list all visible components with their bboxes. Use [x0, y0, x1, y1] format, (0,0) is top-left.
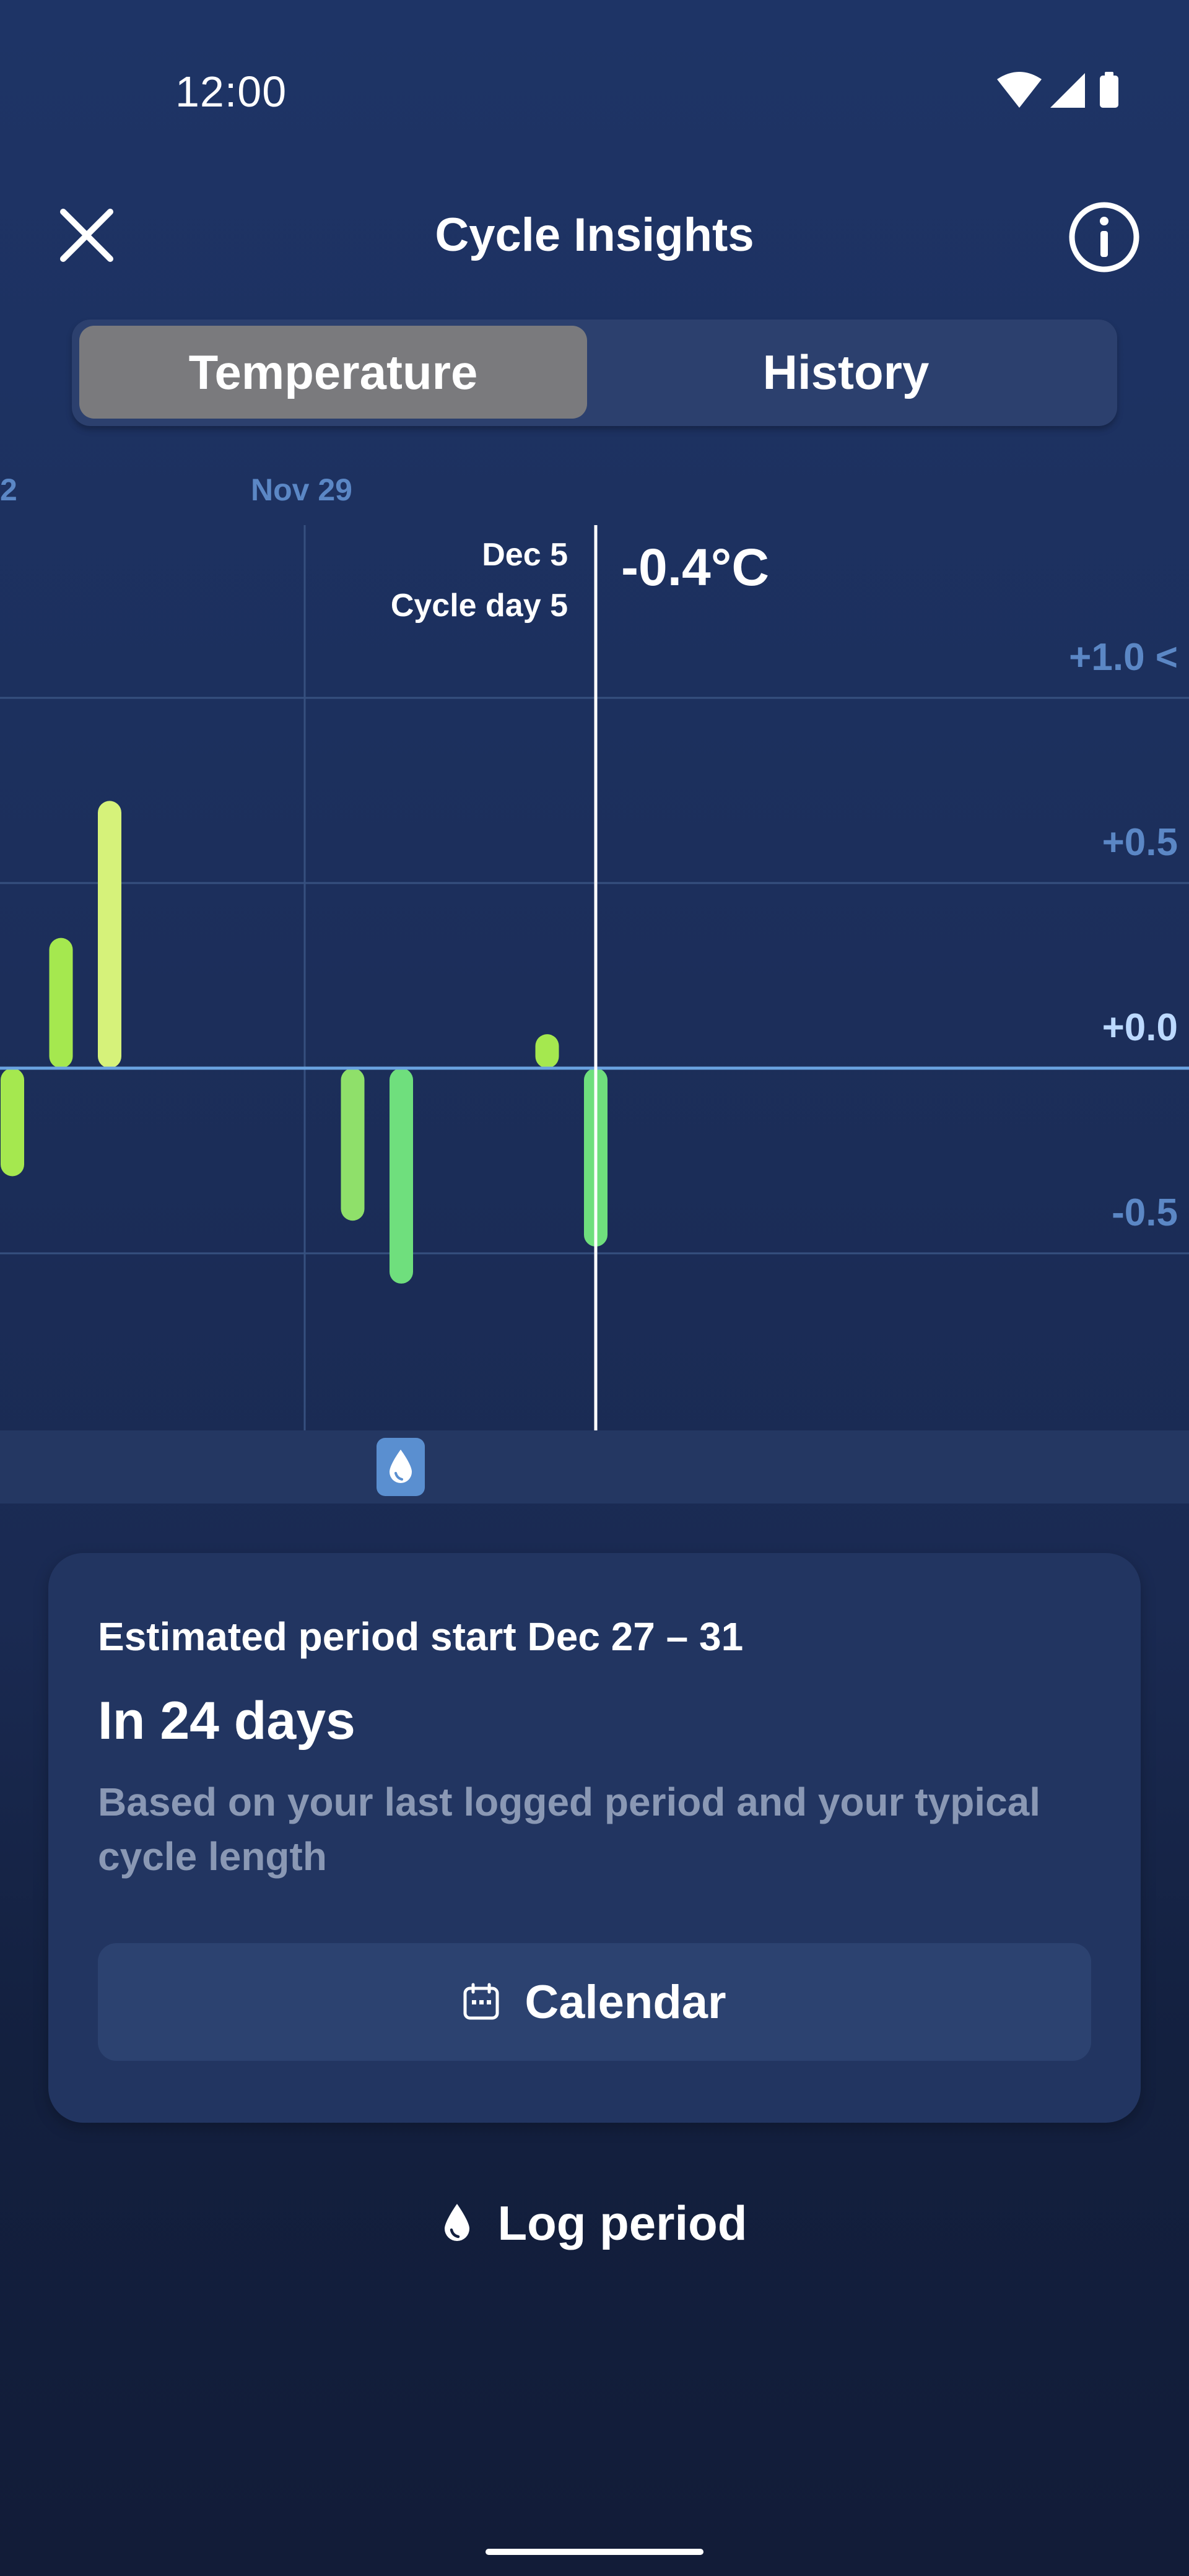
y-tick-label: +0.5: [1102, 821, 1178, 864]
battery-icon: [1100, 72, 1118, 108]
y-tick-label: +1.0 <: [1069, 636, 1178, 679]
tab-history[interactable]: History: [762, 344, 930, 399]
temperature-bar: [1, 1068, 24, 1177]
selected-temperature-value: -0.4°C: [621, 538, 769, 596]
y-tick-label: +0.0: [1102, 1006, 1178, 1049]
log-period-label: Log period: [497, 2195, 747, 2250]
close-button[interactable]: [50, 198, 124, 272]
x-tick-label: Nov 29: [251, 472, 352, 507]
temperature-chart-svg: [0, 525, 1189, 1430]
view-segmented-control: Temperature History: [72, 320, 1117, 426]
selected-cycle-day: Cycle day 5: [390, 588, 568, 624]
period-marker[interactable]: [377, 1438, 425, 1496]
period-strip: [0, 1430, 1189, 1503]
temperature-bar: [98, 801, 121, 1068]
temperature-chart[interactable]: [0, 458, 1189, 1437]
estimated-period-start: Estimated period start Dec 27 – 31: [98, 1614, 744, 1659]
cellular-signal-icon: [1050, 73, 1085, 108]
status-bar: 12:00: [0, 0, 1189, 186]
log-period-button[interactable]: Log period: [372, 2186, 817, 2260]
wifi-icon: [997, 72, 1042, 108]
calendar-button[interactable]: Calendar: [98, 1943, 1091, 2061]
info-icon: [1069, 202, 1139, 272]
estimate-description: Based on your last logged period and you…: [98, 1780, 1041, 1879]
days-until-period: In 24 days: [98, 1691, 355, 1751]
x-tick-label: 2: [0, 472, 17, 507]
calendar-icon: [463, 1983, 499, 2020]
selected-date: Dec 5: [482, 537, 568, 573]
page-title: Cycle Insights: [435, 209, 754, 261]
close-icon: [60, 209, 113, 262]
drop-icon: [444, 2204, 469, 2241]
status-time: 12:00: [175, 67, 287, 116]
status-icons: [997, 68, 1139, 111]
drop-icon: [390, 1450, 412, 1483]
temperature-bar: [341, 1068, 365, 1221]
temperature-bar: [535, 1034, 559, 1068]
info-button[interactable]: [1065, 198, 1143, 276]
selected-day-info: Dec 5 Cycle day 5: [391, 529, 568, 631]
home-indicator[interactable]: [486, 2549, 703, 2555]
calendar-button-label: Calendar: [525, 1975, 726, 2029]
y-tick-label: -0.5: [1112, 1191, 1178, 1234]
tab-temperature[interactable]: Temperature: [79, 326, 587, 419]
period-estimate-card: Estimated period start Dec 27 – 31 In 24…: [48, 1553, 1141, 2123]
temperature-bar: [390, 1068, 413, 1284]
temperature-bar: [49, 938, 73, 1068]
